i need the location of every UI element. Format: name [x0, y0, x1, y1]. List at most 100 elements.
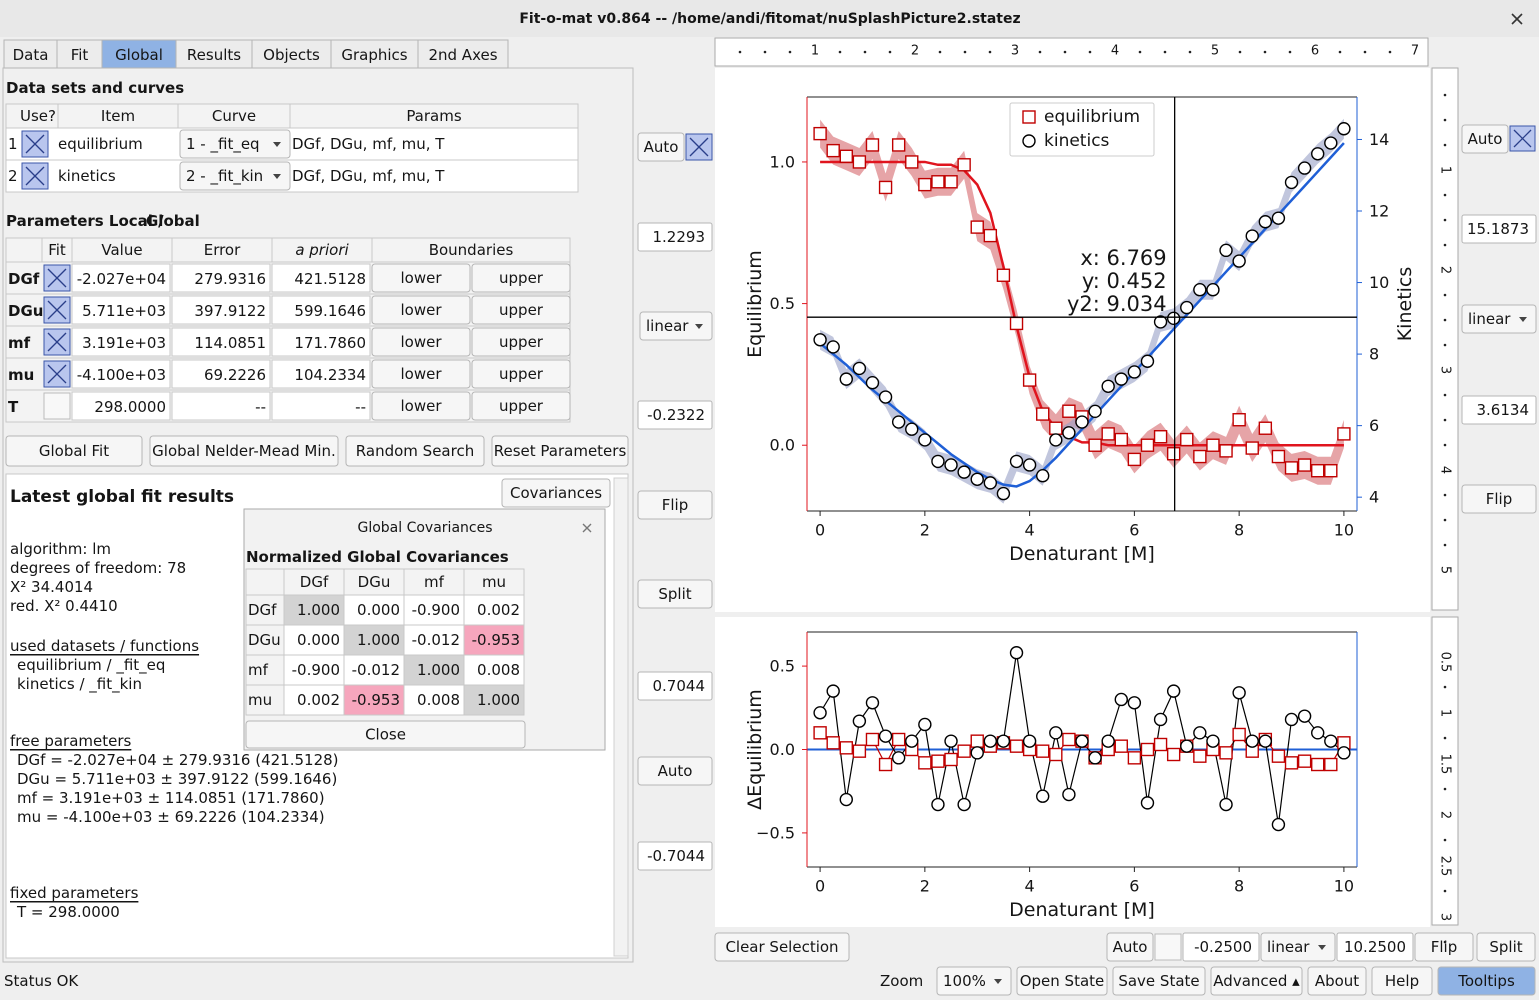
- upper-bound-button-frame[interactable]: [471, 327, 571, 357]
- status-button-frame[interactable]: [1112, 966, 1206, 996]
- curve-select[interactable]: 1 - _fit_eq: [186, 135, 260, 154]
- xmin-field-frame[interactable]: [1182, 932, 1260, 962]
- upper-bound-button[interactable]: upper: [499, 397, 544, 415]
- tab-frame[interactable]: [175, 39, 253, 69]
- lower-bound-button[interactable]: lower: [400, 397, 442, 415]
- lower-bound-button[interactable]: lower: [400, 365, 442, 383]
- action-button[interactable]: Reset Parameters: [494, 442, 627, 460]
- zoom-select-frame[interactable]: [936, 966, 1012, 996]
- flip-button-frame[interactable]: [1414, 932, 1474, 962]
- split-button[interactable]: Split: [658, 585, 691, 603]
- ymax-field-frame[interactable]: [637, 671, 713, 701]
- status-button[interactable]: About: [1315, 972, 1359, 990]
- checkbox[interactable]: [43, 392, 71, 420]
- action-button[interactable]: Random Search: [356, 442, 474, 460]
- xmin-field[interactable]: -0.2500: [1194, 938, 1252, 956]
- flip-button[interactable]: Flip: [1486, 490, 1512, 508]
- upper-bound-button-frame[interactable]: [471, 263, 571, 293]
- ymax-field[interactable]: 1.2293: [653, 228, 706, 246]
- auto-button[interactable]: Auto: [1113, 938, 1148, 956]
- auto-button[interactable]: Auto: [658, 762, 693, 780]
- status-button[interactable]: Tooltips: [1457, 972, 1515, 990]
- status-button[interactable]: Open State: [1020, 972, 1105, 990]
- upper-bound-button-frame[interactable]: [471, 359, 571, 389]
- tab[interactable]: Results: [187, 46, 241, 64]
- scale-select[interactable]: linear: [1468, 310, 1511, 328]
- status-button-frame[interactable]: [1016, 966, 1108, 996]
- lower-bound-button-frame[interactable]: [371, 391, 471, 421]
- xmax-field-frame[interactable]: [1336, 932, 1414, 962]
- tab-frame[interactable]: [251, 39, 332, 69]
- status-button[interactable]: Save State: [1118, 972, 1199, 990]
- ymin-field[interactable]: -0.2322: [647, 406, 705, 424]
- ymin-field[interactable]: -0.7044: [647, 847, 705, 865]
- close-icon[interactable]: [1511, 13, 1523, 25]
- status-button[interactable]: Advanced ▴: [1213, 972, 1300, 990]
- tab[interactable]: Data: [13, 46, 49, 64]
- lower-bound-button-frame[interactable]: [371, 359, 471, 389]
- y2min-field[interactable]: 3.6134: [1477, 401, 1530, 419]
- flip-button-frame[interactable]: [1461, 484, 1537, 514]
- lower-bound-button[interactable]: lower: [400, 333, 442, 351]
- status-button-frame[interactable]: [1210, 966, 1303, 996]
- tab[interactable]: Graphics: [341, 46, 407, 64]
- tab[interactable]: Fit: [71, 46, 89, 64]
- action-button-frame[interactable]: [491, 435, 629, 467]
- status-button-frame[interactable]: [1307, 966, 1367, 996]
- dialog-close-icon[interactable]: [582, 523, 592, 533]
- split-button-frame[interactable]: [637, 579, 713, 609]
- auto-button[interactable]: Auto: [1468, 130, 1503, 148]
- upper-bound-button-frame[interactable]: [471, 295, 571, 325]
- action-button-frame[interactable]: [5, 435, 143, 467]
- clear-selection-button-frame[interactable]: [714, 932, 850, 962]
- lower-bound-button-frame[interactable]: [371, 327, 471, 357]
- split-button-frame[interactable]: [1476, 932, 1536, 962]
- split-button[interactable]: Split: [1489, 938, 1522, 956]
- curve-select-frame[interactable]: [179, 129, 291, 159]
- covariances-button[interactable]: Covariances: [510, 484, 602, 502]
- auto-button[interactable]: Auto: [644, 138, 679, 156]
- status-button-frame[interactable]: [1371, 966, 1433, 996]
- action-button-frame[interactable]: [345, 435, 485, 467]
- scale-select[interactable]: linear: [646, 317, 689, 335]
- upper-bound-button[interactable]: upper: [499, 365, 544, 383]
- section-link[interactable]: Global: [146, 212, 200, 230]
- scale-select-frame[interactable]: [639, 311, 713, 341]
- flip-button-frame[interactable]: [637, 490, 713, 520]
- zoom-select[interactable]: 100%: [943, 972, 986, 990]
- tab[interactable]: Objects: [263, 46, 320, 64]
- action-button[interactable]: Global Nelder-Mead Min.: [152, 442, 336, 460]
- upper-bound-button[interactable]: upper: [499, 301, 544, 319]
- scale-select-frame[interactable]: [1461, 304, 1537, 334]
- curve-select[interactable]: 2 - _fit_kin: [186, 167, 263, 186]
- status-button[interactable]: Help: [1385, 972, 1419, 990]
- checkbox[interactable]: [1154, 933, 1182, 961]
- ymax-field-frame[interactable]: [637, 222, 713, 252]
- flip-button[interactable]: Flip: [1431, 938, 1457, 956]
- lower-bound-button-frame[interactable]: [371, 263, 471, 293]
- upper-bound-button[interactable]: upper: [499, 269, 544, 287]
- flip-button[interactable]: Flip: [662, 496, 688, 514]
- y2max-field[interactable]: 15.1873: [1467, 220, 1529, 238]
- tab[interactable]: Global: [115, 46, 163, 64]
- ymin-field-frame[interactable]: [637, 400, 713, 430]
- ymax-field[interactable]: 0.7044: [653, 677, 706, 695]
- close-button-frame[interactable]: [245, 720, 526, 749]
- curve-select-frame[interactable]: [179, 161, 291, 191]
- y2min-field-frame[interactable]: [1461, 395, 1537, 425]
- upper-bound-button[interactable]: upper: [499, 333, 544, 351]
- xmax-field[interactable]: 10.2500: [1344, 938, 1406, 956]
- tab[interactable]: 2nd Axes: [428, 46, 497, 64]
- upper-bound-button-frame[interactable]: [471, 391, 571, 421]
- auto-button-frame[interactable]: [637, 132, 685, 162]
- auto-button-frame[interactable]: [1461, 124, 1509, 154]
- y2max-field-frame[interactable]: [1461, 214, 1537, 244]
- ymin-field-frame[interactable]: [637, 841, 713, 871]
- lower-bound-button[interactable]: lower: [400, 269, 442, 287]
- lower-bound-button[interactable]: lower: [400, 301, 442, 319]
- clear-selection-button[interactable]: Clear Selection: [725, 938, 838, 956]
- lower-bound-button-frame[interactable]: [371, 295, 471, 325]
- scale-select-frame[interactable]: [1260, 932, 1336, 962]
- auto-button-frame[interactable]: [1106, 932, 1154, 962]
- auto-button-frame[interactable]: [637, 756, 713, 786]
